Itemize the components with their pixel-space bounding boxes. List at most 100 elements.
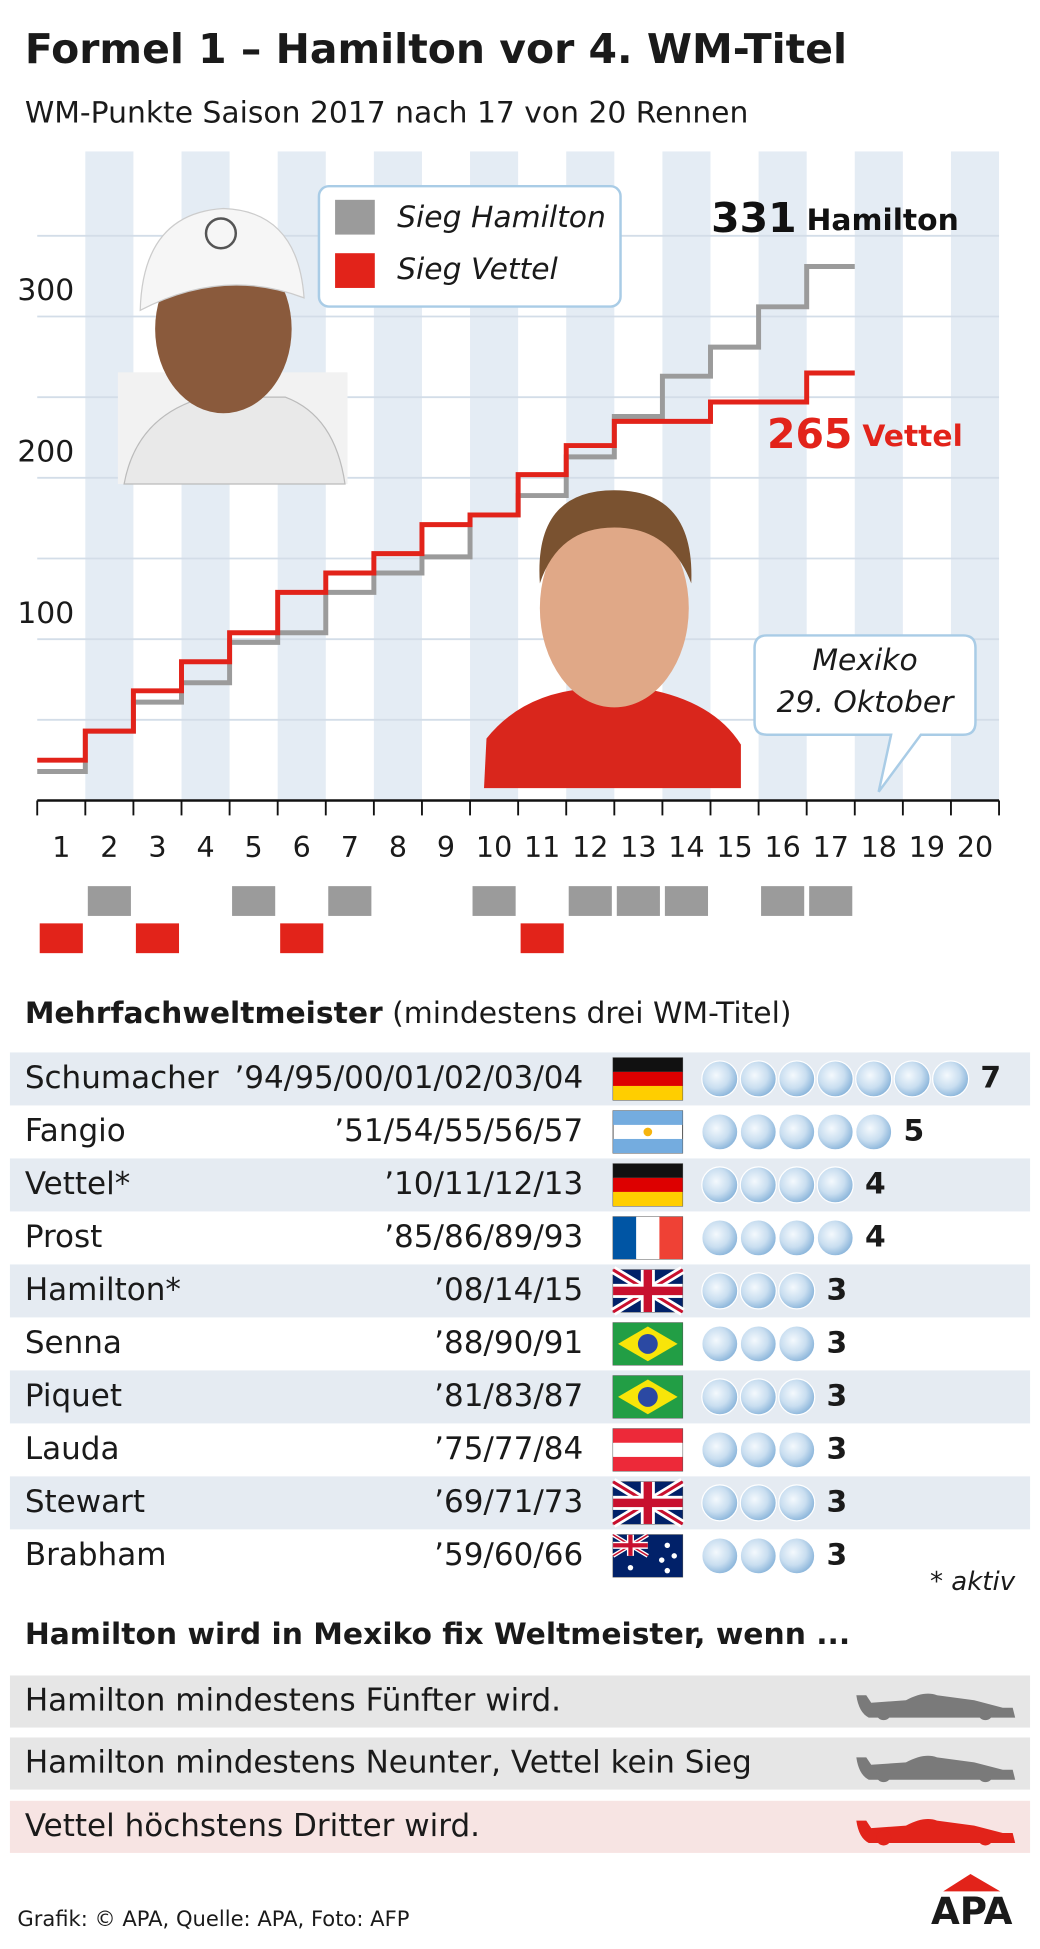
title-balls — [701, 1219, 854, 1257]
heading-rest: (mindestens drei WM-Titel) — [383, 995, 792, 1030]
x-tick-label: 10 — [476, 831, 512, 864]
x-tick-label: 5 — [245, 831, 263, 864]
legend-swatch — [335, 253, 375, 288]
title-ball — [739, 1113, 777, 1151]
flag-part — [613, 1428, 683, 1443]
title-ball — [778, 1113, 816, 1151]
title-ball — [701, 1484, 739, 1522]
title-ball — [893, 1060, 931, 1098]
x-tick-label: 11 — [524, 831, 560, 864]
title-years: ’75/77/84 — [434, 1431, 583, 1467]
subtitle: WM-Punkte Saison 2017 nach 17 von 20 Ren… — [25, 96, 749, 131]
flag — [612, 1057, 684, 1101]
title-ball — [816, 1060, 854, 1098]
title-ball — [816, 1166, 854, 1204]
annotation-text: 29. Oktober — [777, 685, 956, 720]
title-ball — [739, 1431, 777, 1469]
condition-text: Hamilton mindestens Fünfter wird. — [25, 1683, 561, 1719]
title-ball — [778, 1431, 816, 1469]
title-ball — [701, 1378, 739, 1416]
car-wheel — [977, 1767, 993, 1783]
title-years: ’59/60/66 — [434, 1537, 583, 1573]
hair — [539, 490, 692, 584]
flag — [612, 1216, 684, 1260]
column-stripe — [662, 151, 711, 801]
title-ball — [816, 1219, 854, 1257]
flag-part — [613, 1498, 683, 1508]
legend-label: Sieg Vettel — [397, 252, 558, 287]
title-balls — [701, 1113, 893, 1151]
callout — [753, 634, 977, 793]
car-icon — [856, 1818, 1016, 1843]
flag-part — [627, 1564, 634, 1571]
win-marker — [809, 886, 853, 916]
x-tick-label: 14 — [668, 831, 704, 864]
title-years: ’10/11/12/13 — [384, 1166, 583, 1202]
title-count: 3 — [827, 1325, 848, 1360]
car-icon — [856, 1755, 1016, 1780]
footnote: * aktiv — [930, 1567, 1016, 1597]
win-marker — [520, 923, 564, 954]
flag — [612, 1428, 684, 1472]
title-ball — [739, 1378, 777, 1416]
cap — [139, 207, 305, 312]
legend-box — [317, 184, 622, 308]
win-marker — [135, 923, 180, 954]
x-tick-label: 15 — [716, 831, 752, 864]
title-balls — [701, 1537, 816, 1575]
footer-source: Grafik: © APA, Quelle: APA, Foto: AFP — [17, 1906, 409, 1931]
flag-part — [671, 1553, 677, 1559]
title-ball — [701, 1113, 739, 1151]
title-count: 3 — [827, 1537, 848, 1572]
x-tick-label: 20 — [957, 831, 993, 864]
end-name: Vettel — [862, 418, 962, 453]
driver-name: Fangio — [25, 1113, 126, 1149]
condition-text: Hamilton mindestens Neunter, Vettel kein… — [25, 1745, 752, 1781]
title-ball — [778, 1378, 816, 1416]
driver-name: Prost — [25, 1219, 103, 1255]
suit — [484, 688, 741, 789]
win-marker — [664, 886, 709, 916]
title-ball — [855, 1113, 893, 1151]
flag-part — [643, 1127, 653, 1137]
title-count: 3 — [827, 1484, 848, 1519]
row-bg — [9, 1476, 1031, 1530]
title-years: ’08/14/15 — [434, 1272, 583, 1308]
title-count: 3 — [827, 1378, 848, 1413]
title-count: 5 — [903, 1113, 924, 1148]
row-bg — [9, 1370, 1031, 1424]
x-tick-label: 2 — [100, 831, 118, 864]
row-bg — [9, 1158, 1031, 1212]
title-ball — [778, 1325, 816, 1363]
flag — [612, 1163, 684, 1207]
logo-mark — [943, 1874, 1001, 1892]
title-years: ’85/86/89/93 — [384, 1219, 583, 1255]
flag-part — [613, 1085, 683, 1101]
flag-part — [613, 1191, 683, 1207]
x-tick-label: 13 — [620, 831, 656, 864]
title-ball — [778, 1537, 816, 1575]
title-count: 4 — [865, 1166, 886, 1201]
heading-bold: Mehrfachweltmeister — [25, 995, 383, 1030]
title-years: ’51/54/55/56/57 — [334, 1113, 583, 1149]
driver-name: Stewart — [25, 1484, 145, 1520]
flag-part — [613, 1163, 683, 1178]
face — [539, 508, 689, 708]
title-balls — [701, 1166, 854, 1204]
x-tick-label: 12 — [572, 831, 608, 864]
car-wheel — [977, 1830, 993, 1846]
title-ball — [739, 1060, 777, 1098]
flag-part — [613, 1177, 683, 1192]
car-wheel — [977, 1705, 993, 1721]
driver-name: Senna — [25, 1325, 122, 1361]
flag-part — [613, 1216, 637, 1260]
x-tick-label: 3 — [148, 831, 166, 864]
flag-part — [613, 1071, 683, 1086]
flag-part — [613, 1286, 683, 1296]
driver-name: Piquet — [25, 1378, 122, 1414]
title-ball — [701, 1060, 739, 1098]
end-label: 265 Vettel — [767, 410, 963, 458]
end-value: 331 — [711, 194, 796, 242]
flag-part — [613, 1057, 683, 1072]
